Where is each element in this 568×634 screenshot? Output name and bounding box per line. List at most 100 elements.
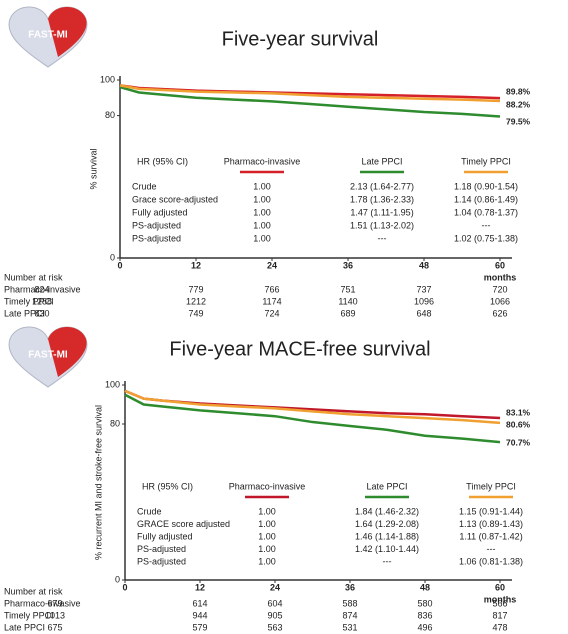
hr-cell: 1.00 [258, 519, 276, 529]
risk-value: 1066 [490, 296, 510, 306]
logo: FAST-MI [8, 6, 88, 68]
legend-label: Timely PPCI [466, 481, 516, 491]
legend-label: Late PPCI [366, 481, 407, 491]
hr-cell: 1.00 [253, 181, 271, 191]
risk-value: 830 [34, 308, 49, 318]
risk-value: 496 [417, 622, 432, 632]
risk-value: 824 [34, 284, 49, 294]
risk-value: 836 [417, 610, 432, 620]
risk-name: Timely PPCI [4, 296, 54, 306]
x-tick-label: 48 [420, 582, 430, 592]
risk-value: 766 [264, 284, 279, 294]
logo-heart-red [48, 327, 87, 377]
hr-cell: PS-adjusted [132, 220, 181, 230]
y-tick-label: 80 [110, 418, 120, 428]
logo: FAST-MI [8, 326, 88, 388]
risk-value: 1013 [45, 610, 65, 620]
risk-value: 749 [188, 308, 203, 318]
hr-cell: 1.04 (0.78-1.37) [454, 207, 518, 217]
risk-value: 905 [267, 610, 282, 620]
risk-value: 478 [492, 622, 507, 632]
y-tick-label: 0 [110, 252, 115, 262]
risk-value: 648 [416, 308, 431, 318]
risk-value: 679 [47, 598, 62, 608]
x-tick-label: 24 [267, 260, 277, 270]
x-tick-label: 0 [122, 582, 127, 592]
end-label: 80.6% [506, 419, 531, 429]
hr-cell: 1.18 (0.90-1.54) [454, 181, 518, 191]
y-tick-label: 0 [115, 574, 120, 584]
x-tick-label: 36 [343, 260, 353, 270]
hr-cell: --- [383, 556, 392, 566]
legend-label: Pharmaco-invasive [224, 156, 301, 166]
risk-value: 604 [267, 598, 282, 608]
survival-line [124, 389, 501, 425]
y-axis-label: % recurrent MI and stroke-free survival [93, 405, 103, 560]
risk-value: 720 [492, 284, 507, 294]
hr-cell: 2.13 (1.64-2.77) [350, 181, 414, 191]
x-tick-label: 48 [419, 260, 429, 270]
x-axis-label: months [484, 594, 517, 604]
risk-value: 689 [340, 308, 355, 318]
risk-name: Late PPCI [4, 308, 45, 318]
risk-value: 626 [492, 308, 507, 318]
x-tick-label: 60 [495, 582, 505, 592]
logo-text: FAST-MI [28, 30, 68, 41]
x-tick-label: 12 [195, 582, 205, 592]
hr-cell: 1.00 [253, 194, 271, 204]
hr-header: HR (95% CI) [137, 156, 188, 166]
hr-cell: Crude [137, 506, 162, 516]
hr-cell: 1.42 (1.10-1.44) [355, 544, 419, 554]
hr-cell: 1.00 [253, 207, 271, 217]
risk-value: 1140 [338, 296, 357, 306]
hr-cell: 1.15 (0.91-1.44) [459, 506, 523, 516]
survival-line [124, 389, 501, 420]
logo-heart-red [48, 7, 87, 57]
end-label: 88.2% [506, 99, 531, 109]
risk-name: Pharmaco-invasive [4, 284, 81, 294]
risk-title: Number at risk [4, 586, 63, 596]
y-tick-label: 80 [105, 110, 115, 120]
risk-value: 1212 [186, 296, 206, 306]
chart-title: Five-year survival [222, 28, 379, 50]
hr-cell: GRACE score adjusted [137, 519, 230, 529]
hr-cell: 1.00 [258, 544, 276, 554]
end-label: 83.1% [506, 407, 531, 417]
hr-cell: Fully adjusted [137, 531, 193, 541]
risk-value: 675 [47, 622, 62, 632]
risk-name: Pharmaco-invasive [4, 598, 81, 608]
risk-value: 779 [188, 284, 203, 294]
hr-cell: 1.00 [258, 531, 276, 541]
risk-value: 531 [342, 622, 357, 632]
risk-value: 944 [192, 610, 207, 620]
hr-cell: 1.00 [253, 233, 271, 243]
risk-value: 563 [267, 622, 282, 632]
hr-cell: PS-adjusted [137, 556, 186, 566]
hr-header: HR (95% CI) [142, 481, 193, 491]
legend-label: Timely PPCI [461, 156, 511, 166]
risk-value: 1288 [32, 296, 52, 306]
risk-value: 737 [416, 284, 431, 294]
hr-cell: 1.14 (0.86-1.49) [454, 194, 518, 204]
logo-text: FAST-MI [28, 350, 68, 361]
hr-cell: 1.00 [258, 556, 276, 566]
hr-cell: --- [487, 544, 496, 554]
hr-cell: 1.13 (0.89-1.43) [459, 519, 523, 529]
risk-name: Timely PPCI [4, 610, 54, 620]
x-tick-label: 12 [191, 260, 201, 270]
risk-value: 566 [492, 598, 507, 608]
hr-cell: 1.51 (1.13-2.02) [350, 220, 414, 230]
x-tick-label: 36 [345, 582, 355, 592]
risk-value: 588 [342, 598, 357, 608]
risk-title: Number at risk [4, 272, 63, 282]
risk-value: 724 [264, 308, 279, 318]
end-label: 79.5% [506, 116, 531, 126]
hr-cell: 1.00 [258, 506, 276, 516]
hr-cell: 1.11 (0.87-1.42) [459, 531, 522, 541]
hr-cell: Grace score-adjusted [132, 194, 218, 204]
hr-cell: 1.84 (1.46-2.32) [355, 506, 419, 516]
chart-title: Five-year MACE-free survival [169, 338, 430, 360]
survival-line [119, 84, 501, 103]
hr-cell: 1.00 [253, 220, 271, 230]
